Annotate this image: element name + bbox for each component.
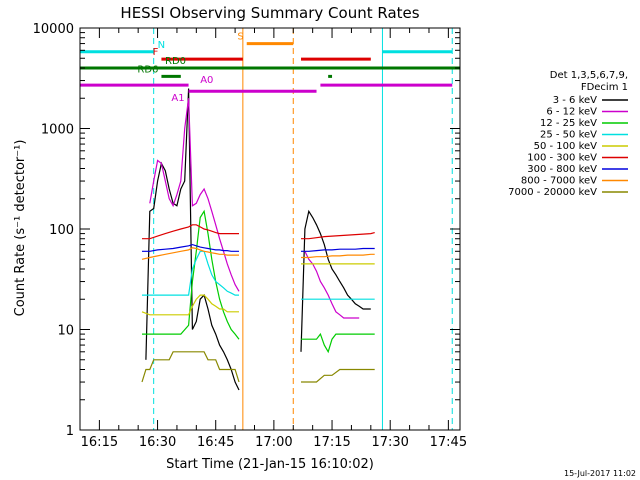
legend-header-line: FDecim 1 [581,82,628,93]
legend-header-line: Det 1,3,5,6,7,9, [550,70,628,81]
legend-entry-label: 12 - 25 keV [540,118,597,129]
y-axis: 1 10 100 1000 10000 [33,22,460,439]
y-tick-label: 1000 [41,123,74,138]
x-axis: 16:15 16:30 16:45 17:00 17:15 17:30 17:45 [79,28,467,450]
chart-title: HESSI Observing Summary Count Rates [120,4,419,22]
x-tick-label: 16:45 [197,435,234,450]
series-line-3 [142,250,375,300]
series-line-5 [142,224,375,240]
legend-entry-label: 300 - 800 keV [527,164,597,175]
series-line-1 [149,98,360,319]
y-tick-label: 1 [66,424,74,439]
y-tick-label: 10 [57,324,74,339]
flag-label-n: N [158,40,165,51]
x-tick-label: 16:15 [81,435,118,450]
series-line-4 [141,263,375,316]
footer-timestamp: 15-Jul-2017 11:02 [564,469,636,478]
flag-label-rd0: RD0 [165,56,186,67]
flag-label-f: F [153,47,159,58]
series-line-7 [141,247,375,260]
legend-entry-label: 7000 - 20000 keV [508,187,597,198]
legend-entry-label: 800 - 7000 keV [521,176,597,187]
flag-label-s: S [237,32,243,43]
data-series-layer [141,88,375,391]
series-line-6 [142,243,375,252]
legend-entry-label: 50 - 100 keV [534,141,598,152]
flag-label-a1: A1 [171,93,184,104]
x-tick-label: 17:45 [430,435,467,450]
flag-label-a0: A0 [200,75,213,86]
x-tick-label: 17:00 [255,435,292,450]
legend-entry-label: 100 - 300 keV [527,153,597,164]
y-tick-label: 100 [49,223,74,238]
x-tick-label: 17:30 [371,435,408,450]
legend-entry-label: 3 - 6 keV [553,95,597,106]
x-tick-label: 16:30 [139,435,176,450]
legend-entry-label: 25 - 50 keV [540,130,597,141]
flag-bars-layer: N S F RD0 RD6 A0 A1 [80,32,460,104]
series-line-2 [142,209,375,354]
y-tick-label: 10000 [33,22,74,37]
x-tick-label: 17:15 [313,435,350,450]
x-axis-label: Start Time (21-Jan-15 16:10:02) [166,457,374,472]
series-line-8 [141,351,375,383]
y-axis-label: Count Rate (s⁻¹ detector⁻¹) [13,140,28,317]
flag-label-rd6: RD6 [137,64,158,75]
legend-entry-label: 6 - 12 keV [546,107,597,118]
